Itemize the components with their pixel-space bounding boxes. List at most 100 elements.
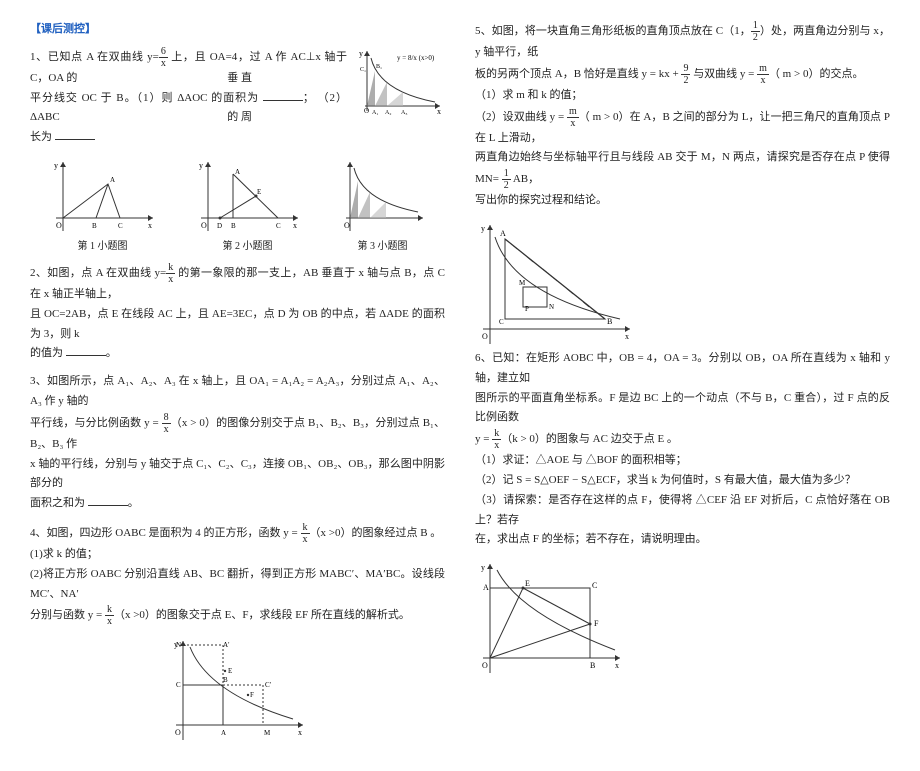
q1-text-1: 1、已知点 A 在双曲线 [30, 51, 147, 63]
q5-l2c: （ m > 0）的交点。 [769, 68, 864, 80]
q5-s1: （1）求 m 和 k 的值； [475, 89, 583, 101]
svg-text:C′: C′ [265, 681, 272, 689]
frac-den: 2 [502, 180, 511, 191]
svg-text:y: y [54, 161, 58, 170]
svg-text:x: x [293, 221, 297, 230]
blank-1 [263, 90, 303, 101]
frac-num: m [757, 63, 769, 75]
frac-den: x [301, 534, 310, 545]
frac-num: 1 [751, 20, 760, 32]
q6-s3: （3）请探索：是否存在这样的点 F，使得将 △CEF 沿 EF 对折后，C 点恰… [475, 494, 890, 526]
fig-1: xyO B CA 第 1 小题图 [48, 156, 158, 256]
section-title: 【课后测控】 [30, 20, 445, 40]
svg-text:B: B [92, 222, 97, 230]
q1-eq-y: y= [147, 51, 159, 63]
frac-num: m [567, 106, 579, 118]
q2-l3b: 。 [106, 347, 117, 359]
svg-text:E: E [228, 667, 232, 675]
page-two-column: 【课后测控】 xy y = 8/x (x>0) A₁A₂A₃ C₁B₁ O 1、… [30, 20, 890, 751]
svg-text:A: A [500, 229, 506, 238]
q6-s2: （2）记 S = S△OEF − S△ECF，求当 k 为何值时，S 有最大值，… [475, 474, 856, 486]
svg-text:y: y [359, 49, 363, 58]
q6-l3b: （k > 0）的图象与 AC 边交于点 E 。 [501, 433, 678, 445]
svg-text:C₁: C₁ [360, 67, 366, 73]
fig2-caption: 第 2 小题图 [193, 238, 303, 256]
svg-text:A: A [483, 583, 489, 592]
q1-corner-figure: xy y = 8/x (x>0) A₁A₂A₃ C₁B₁ O [355, 46, 445, 116]
svg-text:y: y [481, 563, 485, 572]
q6-l3a: y = [475, 433, 492, 445]
q2-l3: 的值为 [30, 347, 66, 359]
svg-text:x: x [298, 728, 302, 737]
svg-text:C: C [118, 222, 123, 230]
blank-4 [88, 495, 128, 506]
svg-text:A′: A′ [223, 641, 230, 649]
q5-l2b: 与双曲线 y = [690, 68, 757, 80]
svg-text:O: O [344, 221, 350, 230]
q1-tail-1: 垂 直 [227, 69, 252, 89]
frac-num: k [301, 522, 310, 534]
q3-l3: x 轴的平行线，分别与 y 轴交于点 C₁、C₂、C₃，连接 OB₁、OB₂、O… [30, 458, 445, 490]
fig-3: O 第 3 小题图 [338, 156, 428, 256]
svg-text:O: O [482, 661, 488, 670]
curve-label: y = 8/x (x>0) [397, 54, 435, 62]
q6-l2: 图所示的平面直角坐标系。F 是边 BC 上的一个动点（不与 B，C 重合），过 … [475, 392, 890, 424]
q2-l1a: 2、如图，点 A 在双曲线 y= [30, 267, 166, 279]
q1-tail-2: 的 周 [227, 108, 252, 128]
q6-l1: 6、已知：在矩形 AOBC 中，OB = 4，OA = 3。分别以 OB，OA … [475, 352, 890, 384]
svg-text:C: C [499, 318, 504, 326]
q5-s2a: （2）设双曲线 y = [475, 111, 567, 123]
q2-l2: 且 OC=2AB，点 E 在线段 AC 上，且 AE=3EC，点 D 为 OB … [30, 308, 445, 340]
svg-text:O: O [56, 221, 62, 230]
svg-text:E: E [257, 188, 261, 196]
q5-svg: xyO AB MNP C [475, 219, 635, 349]
right-column: 5、如图，将一块直角三角形纸板的直角顶点放在 C（1，12）处，两直角边分别与 … [475, 20, 890, 751]
q6-figure: xyO ACB EF [475, 558, 890, 678]
svg-text:A: A [235, 168, 240, 176]
q1-text-3: 平分线交 OC 于 B。（1）则 ΔAOC 的面积为 [30, 92, 263, 104]
question-6: 6、已知：在矩形 AOBC 中，OB = 4，OA = 3。分别以 OB，OA … [475, 349, 890, 550]
svg-text:B: B [590, 661, 595, 670]
svg-text:D: D [217, 222, 222, 230]
svg-text:O: O [364, 107, 369, 115]
svg-text:C: C [592, 581, 597, 590]
q4-s2b: 分别与函数 y = [30, 609, 105, 621]
q5-figure: xyO AB MNP C [475, 219, 890, 349]
svg-text:B: B [231, 222, 236, 230]
svg-text:A: A [221, 729, 226, 737]
svg-text:A₁: A₁ [372, 110, 378, 116]
blank-3 [66, 345, 106, 356]
q5-l1a: 5、如图，将一块直角三角形纸板的直角顶点放在 C（1， [475, 25, 751, 37]
frac-den: x [166, 274, 175, 285]
frac-den: x [159, 58, 168, 69]
q4-svg: xyO CBA NM C′A′ EF [168, 635, 308, 745]
q4-l1a: 4、如图，四边形 OABC 是面积为 4 的正方形，函数 y = [30, 527, 301, 539]
frac-den: 2 [751, 32, 760, 43]
svg-text:B₁: B₁ [376, 64, 382, 70]
svg-text:O: O [175, 728, 181, 737]
frac-num: 1 [502, 168, 511, 180]
q5-s3b: AB， [511, 173, 539, 185]
frac-den: x [757, 75, 769, 86]
svg-text:y: y [199, 161, 203, 170]
question-3: 3、如图所示，点 A₁、A₂、A₃ 在 x 轴上，且 OA₁ = A₁A₂ = … [30, 372, 445, 514]
svg-text:F: F [250, 691, 254, 699]
svg-text:P: P [525, 305, 529, 313]
frac-num: k [105, 604, 114, 616]
q4-s2a: (2)将正方形 OABC 分别沿直线 AB、BC 翻折，得到正方形 MABC′、… [30, 568, 445, 600]
q4-l1b: （x >0）的图象经过点 B 。 [310, 527, 442, 539]
q4-figure: xyO CBA NM C′A′ EF [30, 635, 445, 745]
svg-text:N: N [176, 641, 181, 649]
q4-s1: (1)求 k 的值； [30, 548, 98, 560]
svg-text:A₃: A₃ [401, 110, 407, 116]
svg-text:C: C [276, 222, 281, 230]
svg-text:O: O [482, 332, 488, 341]
frac-num: k [492, 428, 501, 440]
figure-row-1: xyO B CA 第 1 小题图 xyO B A C DE 第 2 小题图 O [30, 156, 445, 256]
fig-2: xyO B A C DE 第 2 小题图 [193, 156, 303, 256]
blank-2 [55, 129, 95, 140]
svg-text:x: x [615, 661, 619, 670]
svg-text:F: F [594, 619, 599, 628]
svg-text:B: B [607, 317, 612, 326]
q3-l1: 3、如图所示，点 A₁、A₂、A₃ 在 x 轴上，且 OA₁ = A₁A₂ = … [30, 375, 445, 407]
